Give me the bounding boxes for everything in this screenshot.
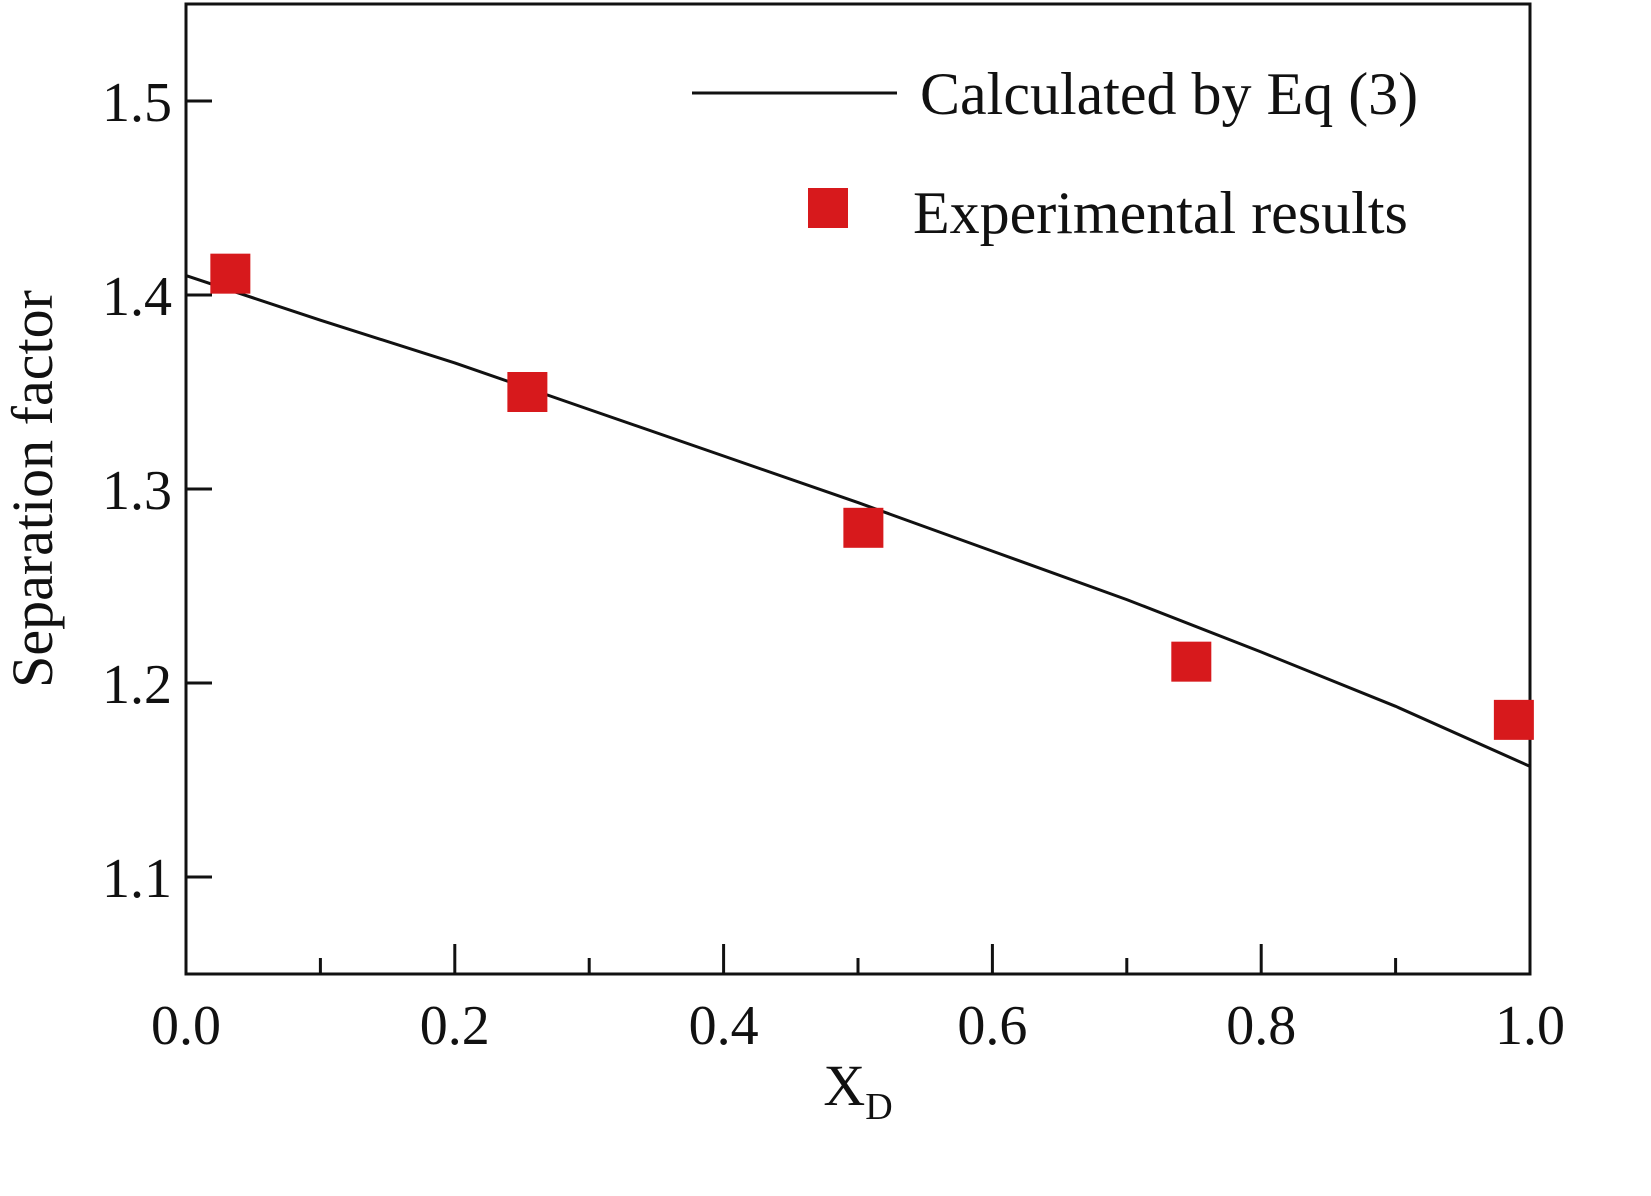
legend-marker-swatch: [808, 188, 848, 228]
x-axis-title-subscript: D: [865, 1086, 892, 1128]
y-axis: 1.1 1.2 1.3 1.4 1.5: [102, 72, 212, 910]
y-tick-label: 1.1: [102, 848, 172, 910]
plot-border: [184, 2, 1532, 976]
y-tick-label: 1.3: [102, 460, 172, 522]
legend-marker-label: Experimental results: [913, 180, 1408, 246]
y-axis-title: Separation factor: [0, 290, 65, 688]
x-axis-title: XD: [823, 1053, 892, 1128]
x-tick-label: 1.0: [1495, 995, 1565, 1057]
plot-frame: [184, 2, 1532, 976]
calculated-series: [185, 274, 1531, 768]
x-tick-label: 0.6: [957, 995, 1027, 1057]
experimental-point: [843, 507, 884, 548]
experimental-series: [210, 253, 1534, 740]
y-tick-label: 1.4: [102, 266, 172, 328]
x-tick-label: 0.2: [420, 995, 490, 1057]
x-tick-label: 0.4: [689, 995, 759, 1057]
legend-line-label: Calculated by Eq (3): [920, 61, 1418, 127]
experimental-point: [1493, 699, 1534, 740]
x-tick-label: 0.8: [1226, 995, 1296, 1057]
calculated-line: [185, 274, 1531, 768]
experimental-point: [507, 372, 548, 412]
legend: Calculated by Eq (3) Experimental result…: [692, 61, 1418, 246]
x-axis: 0.0 0.2 0.4 0.6 0.8 1.0: [151, 944, 1565, 1057]
experimental-point: [1171, 641, 1212, 682]
y-tick-label: 1.5: [102, 72, 172, 134]
y-tick-label: 1.2: [102, 654, 172, 716]
experimental-point: [210, 253, 251, 294]
x-tick-label: 0.0: [151, 995, 221, 1057]
x-axis-title-main: X: [823, 1053, 865, 1118]
